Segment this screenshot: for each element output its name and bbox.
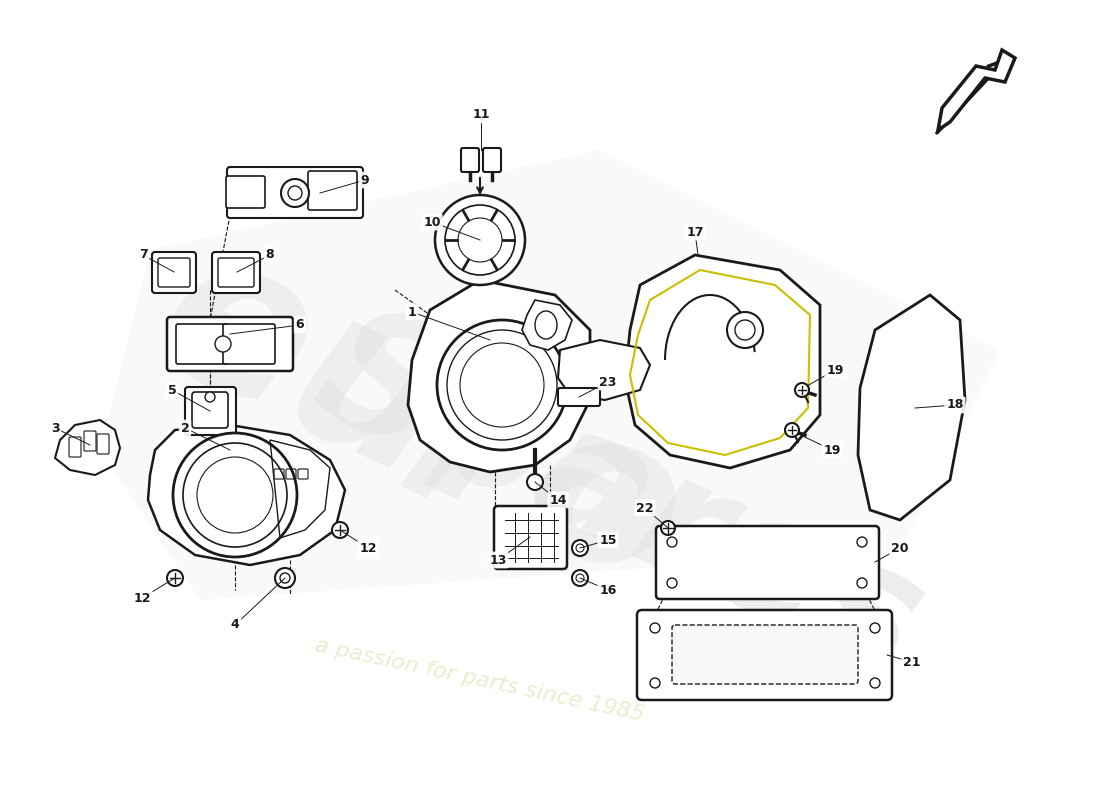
Circle shape [437,320,566,450]
FancyBboxPatch shape [558,388,600,406]
Circle shape [572,570,588,586]
FancyBboxPatch shape [227,167,363,218]
Polygon shape [100,150,1000,600]
Circle shape [167,570,183,586]
Circle shape [727,312,763,348]
Text: 11: 11 [472,109,490,122]
Circle shape [280,179,309,207]
Polygon shape [858,295,965,520]
FancyBboxPatch shape [192,392,228,428]
Polygon shape [522,300,572,350]
Text: 6: 6 [296,318,305,331]
FancyBboxPatch shape [494,506,566,569]
FancyBboxPatch shape [218,258,254,287]
Text: 20: 20 [891,542,909,554]
Text: 19: 19 [826,363,844,377]
Text: 18: 18 [946,398,964,411]
Circle shape [173,433,297,557]
Polygon shape [558,340,650,400]
Circle shape [332,522,348,538]
Text: 2: 2 [180,422,189,434]
Circle shape [572,540,588,556]
Polygon shape [408,280,590,472]
Circle shape [214,336,231,352]
Text: 22: 22 [636,502,653,514]
FancyBboxPatch shape [461,148,478,172]
Circle shape [785,423,799,437]
FancyBboxPatch shape [656,526,879,599]
FancyBboxPatch shape [483,148,500,172]
FancyBboxPatch shape [308,171,358,210]
Text: 12: 12 [133,591,151,605]
FancyBboxPatch shape [158,258,190,287]
Text: a passion for parts since 1985: a passion for parts since 1985 [314,635,647,725]
FancyBboxPatch shape [672,625,858,684]
FancyBboxPatch shape [212,252,260,293]
FancyBboxPatch shape [176,324,228,364]
Text: 12: 12 [360,542,376,554]
FancyBboxPatch shape [226,176,265,208]
Text: 5: 5 [167,383,176,397]
Circle shape [205,392,214,402]
Text: 10: 10 [424,215,441,229]
Text: 1: 1 [408,306,417,318]
FancyBboxPatch shape [152,252,196,293]
FancyBboxPatch shape [185,387,236,435]
Text: 16: 16 [600,583,617,597]
Text: 15: 15 [600,534,617,546]
Text: 9: 9 [361,174,370,186]
Circle shape [275,568,295,588]
FancyBboxPatch shape [167,317,293,371]
Text: 23: 23 [600,375,617,389]
Circle shape [795,383,808,397]
Polygon shape [938,50,1015,130]
Text: 3: 3 [51,422,59,434]
Text: 19: 19 [823,443,840,457]
Polygon shape [55,420,120,475]
Text: 13: 13 [490,554,507,566]
Polygon shape [148,425,345,565]
Text: 8: 8 [266,249,274,262]
Text: 17: 17 [686,226,704,238]
FancyBboxPatch shape [637,610,892,700]
Text: Spares: Spares [293,290,947,710]
Text: 14: 14 [549,494,566,506]
Polygon shape [625,255,820,468]
Text: 7: 7 [139,249,147,262]
FancyBboxPatch shape [223,324,275,364]
Text: euro: euro [125,208,715,632]
Text: 4: 4 [231,618,240,631]
Circle shape [527,474,543,490]
Text: 21: 21 [903,655,921,669]
Circle shape [434,195,525,285]
Circle shape [661,521,675,535]
